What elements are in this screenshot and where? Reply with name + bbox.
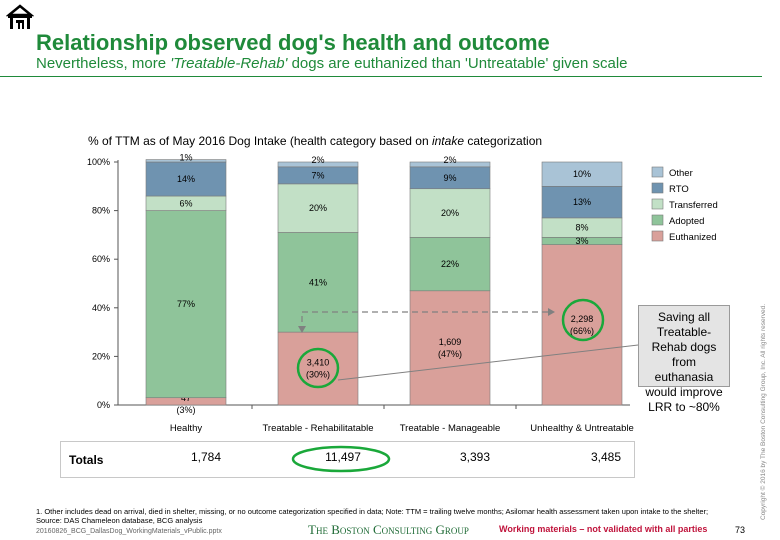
y-tick-label: 20% <box>92 351 110 361</box>
data-label: 9% <box>443 173 456 183</box>
bar-segment <box>541 244 623 406</box>
bar-segment <box>277 183 359 233</box>
subtitle-prefix: Nevertheless, more <box>36 55 171 72</box>
chart-title-emphasis: intake <box>431 134 464 148</box>
highlight-circle <box>296 347 340 389</box>
legend-swatch <box>651 214 664 226</box>
footnote: 1. Other includes dead on arrival, died … <box>36 507 708 525</box>
total-value: 1,784 <box>190 450 222 464</box>
data-label: 2% <box>443 155 456 165</box>
x-tick-label: Unhealthy & Untreatable <box>530 423 634 434</box>
working-materials-notice: Working materials – not validated with a… <box>499 524 708 534</box>
total-value: 3,393 <box>459 450 491 464</box>
data-label: 20% <box>441 208 459 218</box>
x-tick-label: Healthy <box>170 423 202 434</box>
legend-label: Euthanized <box>669 232 717 243</box>
y-tick-label: 0% <box>97 400 110 410</box>
subtitle-emphasis: 'Treatable-Rehab' <box>170 55 288 72</box>
bar-segment <box>541 161 623 187</box>
data-label: 8% <box>575 223 588 233</box>
subtitle-suffix: dogs are euthanized than 'Untreatable' g… <box>287 55 628 72</box>
highlight-circle <box>561 298 605 342</box>
legend-swatch <box>651 166 664 178</box>
arrow-head <box>298 326 306 333</box>
data-label: 20% <box>309 203 327 213</box>
title-divider <box>0 76 762 77</box>
data-label: 7% <box>311 170 324 180</box>
total-value: 11,497 <box>325 450 361 464</box>
legend-swatch <box>651 198 664 210</box>
totals-label: Totals <box>69 453 104 467</box>
bcg-wordmark: The Boston Consulting Group <box>308 522 469 537</box>
source-line: Source: DAS Chameleon database, BCG anal… <box>36 516 203 525</box>
total-value: 3,485 <box>590 450 622 464</box>
chart-title-prefix: % of TTM as of May 2016 Dog Intake (heal… <box>88 134 432 148</box>
bar-segment <box>145 159 227 163</box>
page-number: 73 <box>735 525 746 535</box>
data-label: 3,410 (30%) <box>306 358 330 380</box>
bcg-logo-icon <box>6 4 34 29</box>
totals-row: Totals 1,784 11,497 3,393 3,485 <box>60 441 635 478</box>
file-path: 20160826_BCG_DallasDog_WorkingMaterials_… <box>36 528 222 535</box>
legend-label: RTO <box>669 184 689 195</box>
legend-label: Adopted <box>669 216 704 227</box>
page-subtitle: Nevertheless, more 'Treatable-Rehab' dog… <box>36 55 628 72</box>
legend-label: Transferred <box>669 200 718 211</box>
legend-swatch <box>651 182 664 194</box>
data-label: 41% <box>309 277 327 287</box>
x-tick-label: Treatable - Rehabilitatable <box>262 423 373 434</box>
y-tick-label: 100% <box>87 157 110 167</box>
bar-segment <box>277 232 359 333</box>
data-label: 2% <box>311 155 324 165</box>
data-label: 3% <box>575 236 588 246</box>
y-tick-label: 60% <box>92 254 110 264</box>
legend-swatch <box>651 230 664 242</box>
x-tick-label: Treatable - Manageable <box>400 423 501 434</box>
bar-segment <box>409 188 491 238</box>
footnote-line: 1. Other includes dead on arrival, died … <box>36 507 709 516</box>
data-label: 14% <box>177 174 195 184</box>
chart-title: % of TTM as of May 2016 Dog Intake (heal… <box>88 134 542 148</box>
copyright-notice: Copyright © 2016 by The Boston Consultin… <box>760 303 767 520</box>
data-label: 6% <box>179 198 192 208</box>
bar-segment <box>409 237 491 292</box>
data-label: 2,298 (66%) <box>570 314 594 336</box>
callout-box: Saving all Treatable-Rehab dogs from eut… <box>638 305 730 414</box>
highlight-circle <box>291 445 391 473</box>
y-tick-label: 80% <box>92 206 110 216</box>
arrow-head <box>548 308 555 316</box>
dashed-arrow <box>301 311 548 328</box>
data-label: 1,609 (47%) <box>438 337 462 359</box>
data-label: 13% <box>573 197 591 207</box>
legend-label: Other <box>669 168 693 179</box>
data-label: 77% <box>177 299 195 309</box>
bar-segment <box>409 290 491 406</box>
y-tick-label: 40% <box>92 303 110 313</box>
page-title: Relationship observed dog's health and o… <box>36 30 550 55</box>
data-label: 10% <box>573 169 591 179</box>
data-label: 22% <box>441 259 459 269</box>
callout-pointer <box>337 344 639 381</box>
bar-segment <box>541 186 623 219</box>
bar-segment <box>277 331 359 406</box>
bar-segment <box>277 161 359 168</box>
data-label: 1% <box>179 153 192 163</box>
bar-segment <box>409 161 491 168</box>
chart-title-suffix: categorization <box>464 134 543 148</box>
bar-segment <box>145 210 227 399</box>
